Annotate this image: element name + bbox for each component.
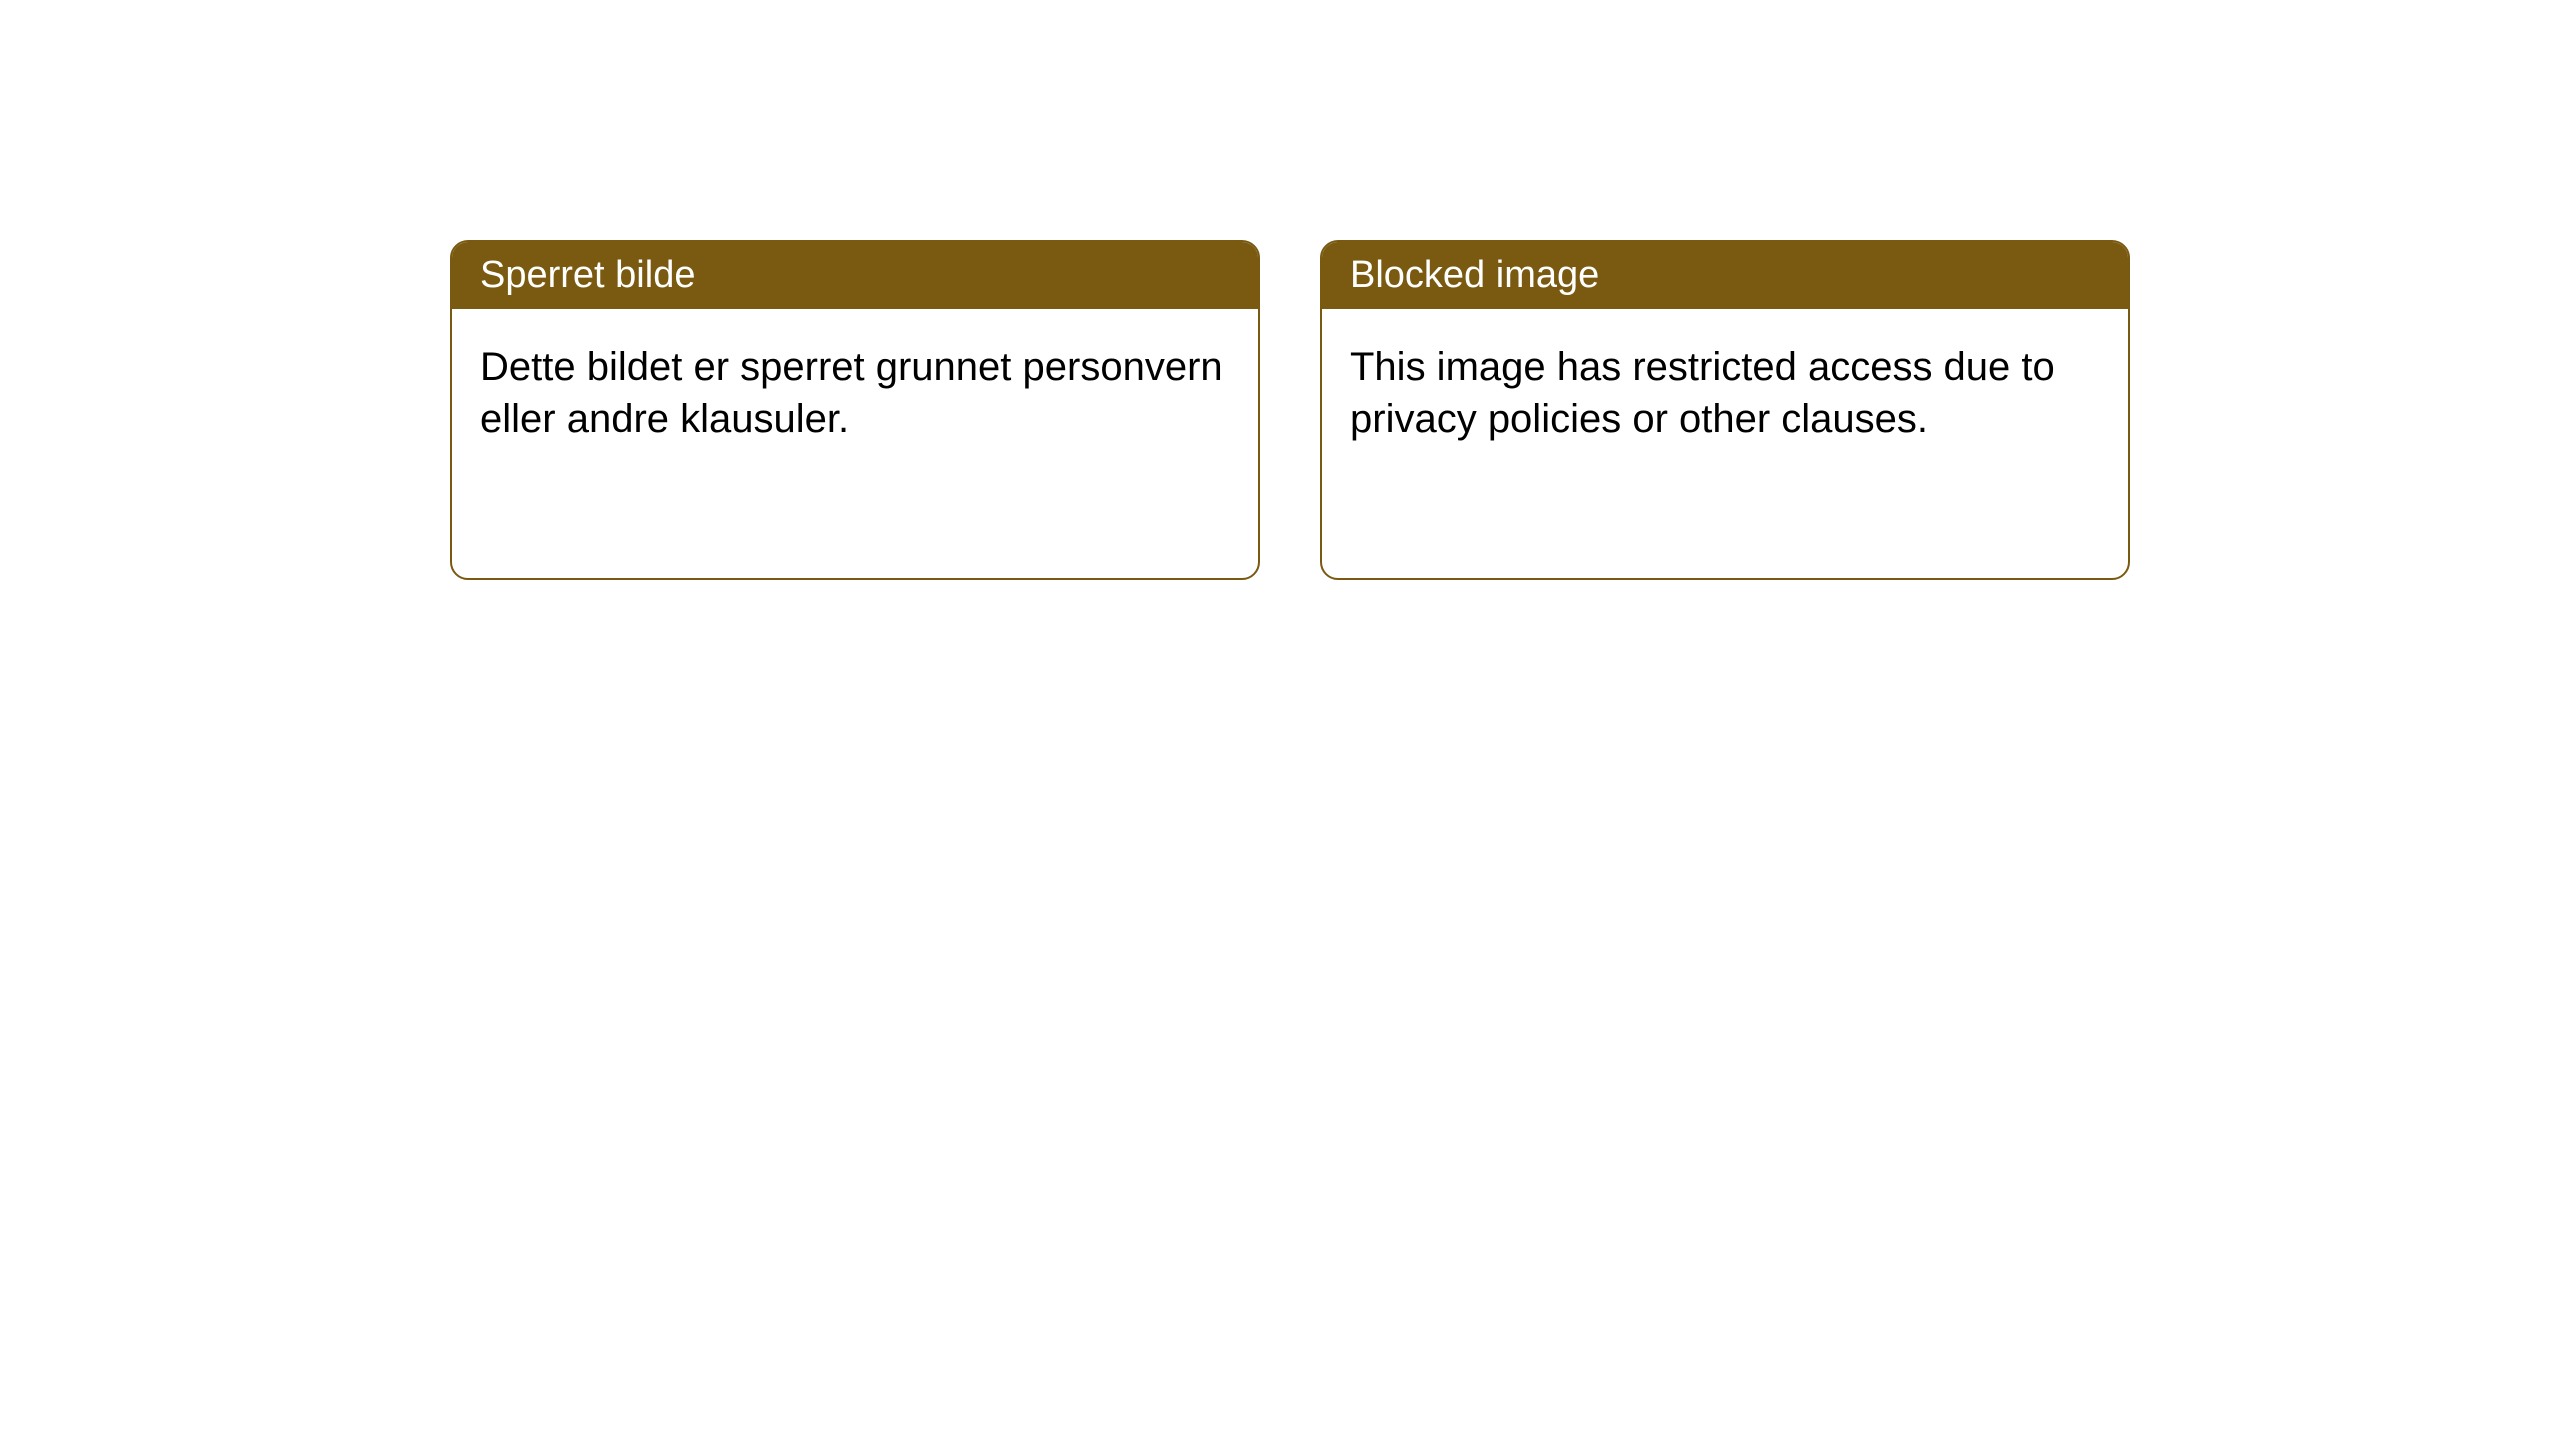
card-header: Sperret bilde	[452, 242, 1258, 309]
card-title: Sperret bilde	[480, 254, 695, 296]
card-body: This image has restricted access due to …	[1322, 309, 2128, 477]
card-header: Blocked image	[1322, 242, 2128, 309]
card-title: Blocked image	[1350, 254, 1599, 296]
notice-container: Sperret bilde Dette bildet er sperret gr…	[0, 0, 2560, 580]
card-body: Dette bildet er sperret grunnet personve…	[452, 309, 1258, 477]
card-body-text: This image has restricted access due to …	[1350, 345, 2055, 441]
blocked-image-card-en: Blocked image This image has restricted …	[1320, 240, 2130, 580]
card-body-text: Dette bildet er sperret grunnet personve…	[480, 345, 1223, 441]
blocked-image-card-no: Sperret bilde Dette bildet er sperret gr…	[450, 240, 1260, 580]
